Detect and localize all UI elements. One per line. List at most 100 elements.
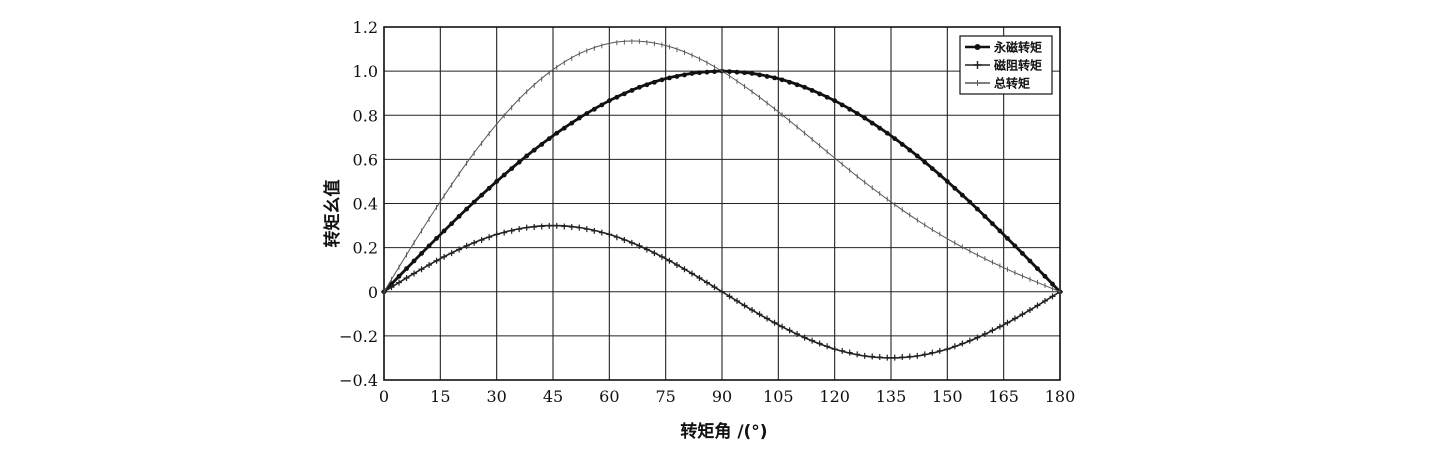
x-tick-label: 165 <box>988 387 1019 406</box>
data-point <box>884 130 890 136</box>
x-tick-label: 75 <box>655 387 675 406</box>
data-point <box>1019 311 1026 318</box>
data-point <box>673 262 680 269</box>
data-point <box>854 111 860 116</box>
data-point <box>809 88 815 93</box>
data-point <box>389 281 394 287</box>
data-point <box>516 159 522 165</box>
data-point <box>652 79 657 85</box>
data-point <box>561 223 568 230</box>
data-point <box>899 142 905 147</box>
data-point <box>613 234 620 241</box>
data-point <box>606 98 612 104</box>
data-point <box>1034 302 1041 309</box>
data-point <box>569 120 575 126</box>
data-point <box>403 274 410 281</box>
data-point <box>419 251 424 256</box>
data-point <box>479 192 485 198</box>
data-point <box>501 229 508 236</box>
data-point <box>974 206 980 212</box>
data-point <box>591 106 597 112</box>
data-point <box>944 346 951 353</box>
data-point <box>606 231 613 238</box>
data-point <box>959 192 965 198</box>
data-point <box>628 239 635 246</box>
data-point <box>456 246 463 253</box>
x-tick-label: 150 <box>932 387 963 406</box>
data-point <box>1012 243 1018 249</box>
y-tick-label: 0.6 <box>353 150 378 169</box>
x-tick-label: 90 <box>712 387 732 406</box>
data-point <box>688 270 695 277</box>
data-point <box>546 136 552 142</box>
data-point <box>463 242 470 249</box>
data-point <box>682 72 687 78</box>
data-point <box>516 226 523 233</box>
data-point <box>749 307 756 314</box>
data-point <box>449 221 454 227</box>
data-point <box>802 84 808 90</box>
data-point <box>951 343 958 350</box>
data-point <box>553 222 560 229</box>
data-point <box>448 250 455 257</box>
data-point <box>546 222 553 229</box>
data-point <box>936 347 943 354</box>
data-point <box>899 354 906 361</box>
data-point <box>538 223 545 230</box>
x-tick-label: 135 <box>876 387 907 406</box>
data-point <box>441 228 447 234</box>
data-point <box>734 297 741 304</box>
data-point <box>907 147 913 153</box>
data-point <box>914 352 921 359</box>
data-point <box>929 349 936 356</box>
data-point <box>734 69 740 75</box>
data-point <box>658 253 665 260</box>
y-tick-label: 0.8 <box>353 106 378 125</box>
data-point <box>847 106 853 112</box>
data-point <box>434 235 439 241</box>
data-point <box>703 279 710 286</box>
legend-label: 磁阻转矩 <box>993 58 1042 73</box>
data-point <box>846 349 853 356</box>
data-point <box>561 125 567 131</box>
data-point <box>876 354 883 361</box>
data-point <box>1042 273 1048 279</box>
series-layer <box>381 38 1063 361</box>
data-point <box>824 94 830 100</box>
data-point <box>456 213 462 219</box>
data-point <box>1005 235 1010 241</box>
x-tick-label: 15 <box>430 387 450 406</box>
legend-item-2: 总转矩 <box>965 76 1030 91</box>
data-point <box>996 323 1003 330</box>
data-point <box>914 153 920 159</box>
y-tick-label: 0 <box>368 283 378 302</box>
data-point <box>794 330 801 337</box>
data-point <box>764 315 771 322</box>
y-tick-label: 0.4 <box>353 195 378 214</box>
y-axis-title: 转矩幺值 <box>322 180 343 248</box>
data-point <box>921 351 928 358</box>
data-point <box>892 136 898 142</box>
data-point <box>418 266 425 273</box>
y-tick-label: 1.2 <box>353 18 378 37</box>
legend-item-1: 磁阻转矩 <box>965 58 1042 73</box>
data-point <box>591 227 598 234</box>
data-point <box>756 311 763 318</box>
data-point <box>681 266 688 273</box>
data-point <box>433 257 440 264</box>
data-point <box>1041 297 1048 304</box>
data-point <box>966 337 973 344</box>
data-point <box>404 266 409 272</box>
data-point <box>697 70 702 76</box>
data-point <box>884 354 891 361</box>
data-point <box>426 262 433 269</box>
series-1 <box>381 222 1063 361</box>
data-point <box>508 227 515 234</box>
legend-marker <box>974 44 981 50</box>
data-point <box>396 279 403 286</box>
data-point <box>568 224 575 231</box>
data-point <box>531 224 538 231</box>
data-point <box>861 352 868 359</box>
